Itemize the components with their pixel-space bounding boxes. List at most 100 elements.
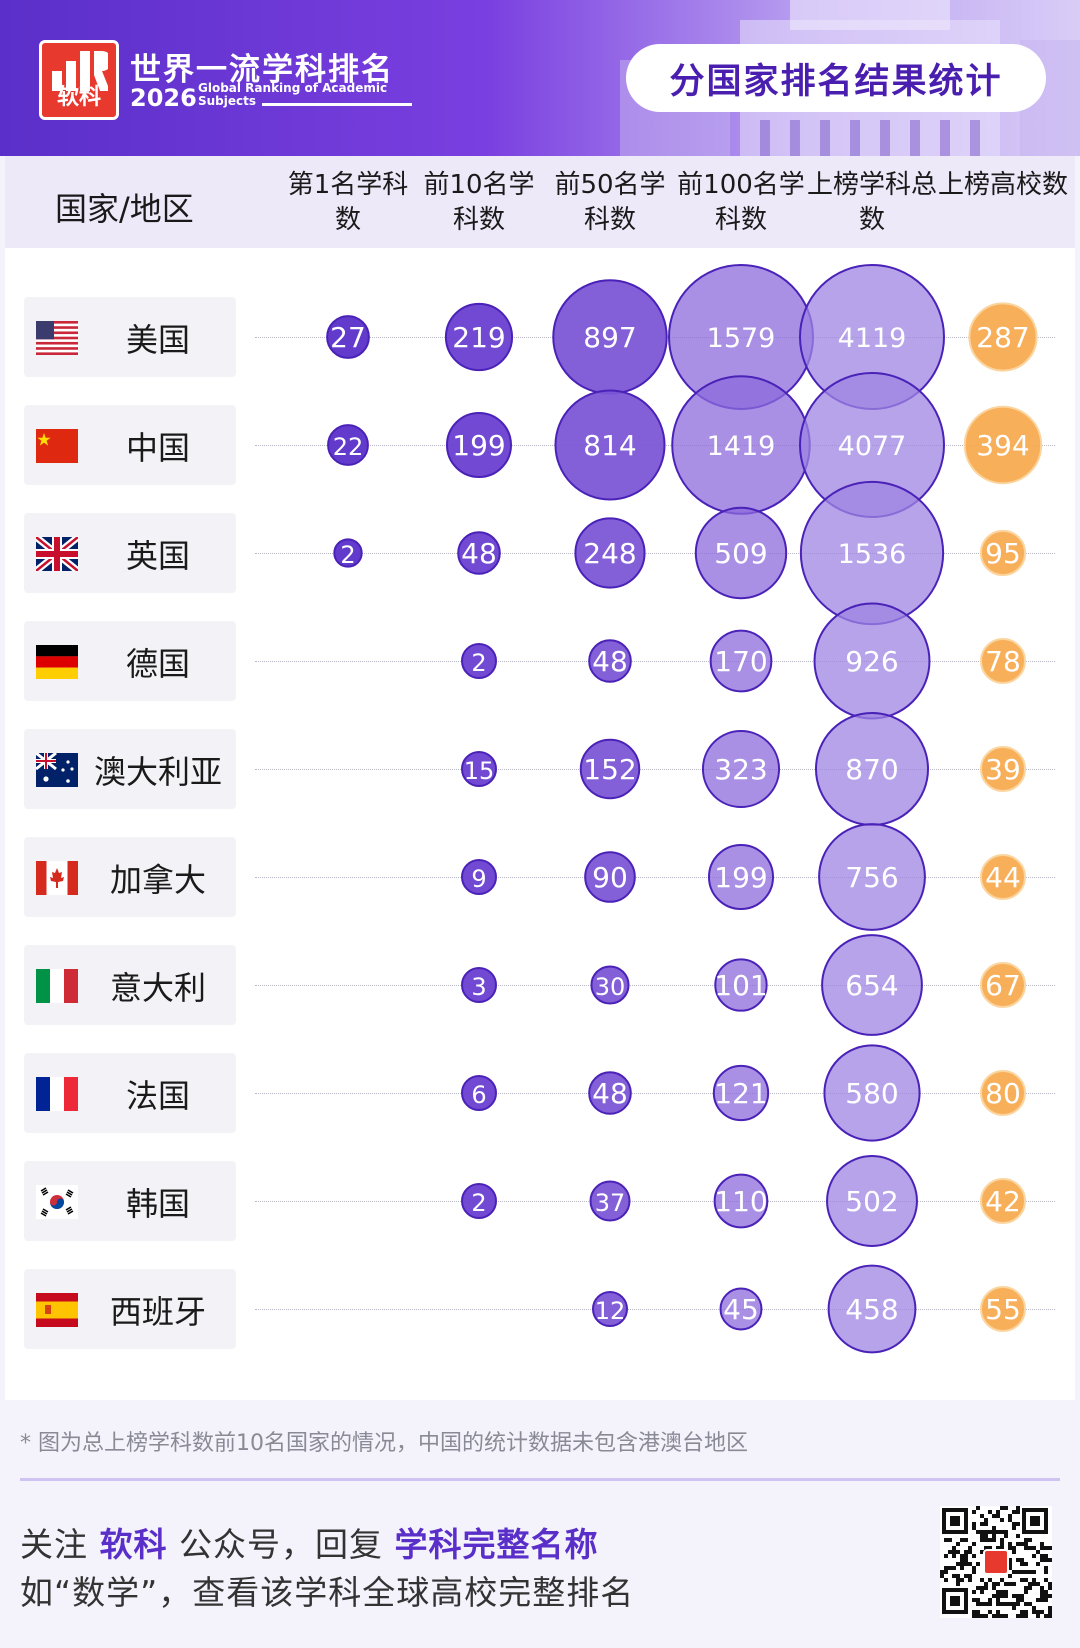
bubble-value-label: 654	[845, 969, 898, 1002]
bubble-value-label: 55	[985, 1293, 1021, 1326]
bubble-subjects	[327, 424, 369, 466]
bubble-subjects	[461, 967, 497, 1003]
brand-underline	[262, 103, 412, 106]
row-guide-line	[255, 985, 1055, 986]
bubble-subjects	[584, 851, 636, 903]
bubble-subjects	[461, 859, 497, 895]
bubble-subjects	[588, 639, 632, 683]
country-column-header: 国家/地区	[55, 190, 194, 228]
bubble-universities	[980, 1070, 1026, 1116]
bubble-subjects	[445, 411, 513, 479]
bubble-value-label: 502	[845, 1185, 898, 1218]
follow-keyword: 学科完整名称	[394, 1525, 599, 1564]
bubble-value-label: 90	[592, 861, 628, 894]
col5-header: 上榜学科总数	[807, 170, 938, 235]
bubble-universities	[963, 405, 1043, 485]
bubble-value-label: 78	[985, 645, 1021, 678]
us-flag-icon	[36, 321, 78, 355]
brand-title: 世界一流学科排名	[130, 52, 394, 88]
follow-line-2: 如“数学”，查看该学科全球高校完整排名	[20, 1573, 635, 1612]
bubble-subjects	[579, 738, 641, 800]
bubble-subjects	[589, 1180, 631, 1222]
bubble-value-label: 37	[595, 1189, 626, 1217]
follow-line-1: 关注 软科 公众号，回复 学科完整名称	[20, 1518, 598, 1566]
country-name: 加拿大	[109, 861, 206, 899]
bubble-value-label: 323	[714, 753, 767, 786]
row-guide-line	[255, 553, 1055, 554]
bubble-subjects	[826, 1155, 918, 1247]
col4-header: 前100名学科数	[677, 170, 805, 235]
bubble-subjects	[554, 389, 666, 501]
country-name: 英国	[125, 537, 190, 575]
bubble-subjects	[694, 506, 788, 600]
country-name: 澳大利亚	[93, 753, 222, 791]
bubble-value-label: 121	[714, 1077, 767, 1110]
footnote: * 图为总上榜学科数前10名国家的情况，中国的统计数据未包含港澳台地区	[20, 1431, 748, 1456]
country-label-box: 加拿大	[24, 837, 236, 917]
bubble-value-label: 458	[845, 1293, 898, 1326]
col2-header: 前10名学科数	[423, 170, 535, 235]
bubble-value-label: 101	[714, 969, 767, 1002]
follow-brand: 软科	[99, 1525, 168, 1564]
bubble-value-label: 509	[714, 537, 767, 570]
country-name: 韩国	[125, 1185, 190, 1223]
ca-flag-icon	[36, 861, 78, 895]
bubble-value-label: 199	[452, 429, 505, 462]
bubble-subjects	[588, 1071, 632, 1115]
col3-header: 前50名学科数	[554, 170, 666, 235]
bubble-subjects	[818, 823, 926, 931]
bubble-value-label: 219	[452, 321, 505, 354]
bubble-universities	[980, 746, 1026, 792]
country-name: 德国	[125, 645, 190, 683]
bubble-value-label: 814	[583, 429, 636, 462]
bubble-subjects	[333, 538, 363, 568]
follow-prefix: 关注	[20, 1525, 100, 1564]
kr-flag-icon	[36, 1185, 78, 1219]
bubble-value-label: 2	[340, 541, 355, 569]
bubble-subjects	[719, 1287, 763, 1331]
country-label-box: 韩国	[24, 1161, 236, 1241]
bubble-value-label: 926	[845, 645, 898, 678]
bubble-value-label: 1419	[707, 431, 776, 462]
bubble-subjects	[590, 965, 630, 1005]
bubble-value-label: 44	[985, 861, 1021, 894]
bubble-subjects	[827, 1264, 917, 1354]
country-label-box: 意大利	[24, 945, 236, 1025]
qr-code-icon[interactable]	[940, 1506, 1052, 1618]
bubble-value-label: 30	[595, 973, 626, 1001]
column-header: 国家/地区 第1名学科数 前10名学科数 前50名学科数 前100名学科数 上榜…	[5, 156, 1075, 248]
bubble-subjects	[821, 934, 923, 1036]
au-flag-icon	[36, 753, 78, 787]
bubble-value-label: 1579	[707, 323, 776, 354]
bubble-subjects	[592, 1291, 628, 1327]
bubble-value-label: 287	[976, 321, 1029, 354]
bubble-value-label: 45	[723, 1293, 759, 1326]
bubble-value-label: 48	[592, 645, 628, 678]
country-label-box: 德国	[24, 621, 236, 701]
brand-subtitle: Global Ranking of Academic Subjects	[198, 81, 388, 108]
row-guide-line	[255, 769, 1055, 770]
col1-header: 第1名学科数	[287, 170, 409, 235]
follow-mid: 公众号，回复	[167, 1525, 395, 1564]
bubble-value-label: 42	[985, 1185, 1021, 1218]
row-guide-line	[255, 661, 1055, 662]
country-label-box: 法国	[24, 1053, 236, 1133]
bubble-subjects	[461, 751, 497, 787]
bubble-value-label: 27	[330, 321, 366, 354]
bubble-value-label: 170	[714, 645, 767, 678]
bubble-subjects	[457, 531, 501, 575]
bubble-subjects	[444, 302, 514, 372]
row-guide-line	[255, 877, 1055, 878]
bubble-value-label: 6	[471, 1081, 486, 1109]
bubble-value-label: 15	[464, 757, 495, 785]
header-banner: 软科 世界一流学科排名 2026 Global Ranking of Acade…	[0, 0, 1080, 156]
logo-text: 软科	[56, 85, 101, 110]
country-name: 中国	[125, 429, 190, 467]
bubble-value-label: 4119	[838, 323, 907, 354]
bubble-value-label: 110	[714, 1185, 767, 1218]
bubble-value-label: 897	[583, 321, 636, 354]
bubble-value-label: 152	[583, 753, 636, 786]
bubble-value-label: 394	[976, 429, 1029, 462]
bubble-subjects	[823, 1044, 921, 1142]
